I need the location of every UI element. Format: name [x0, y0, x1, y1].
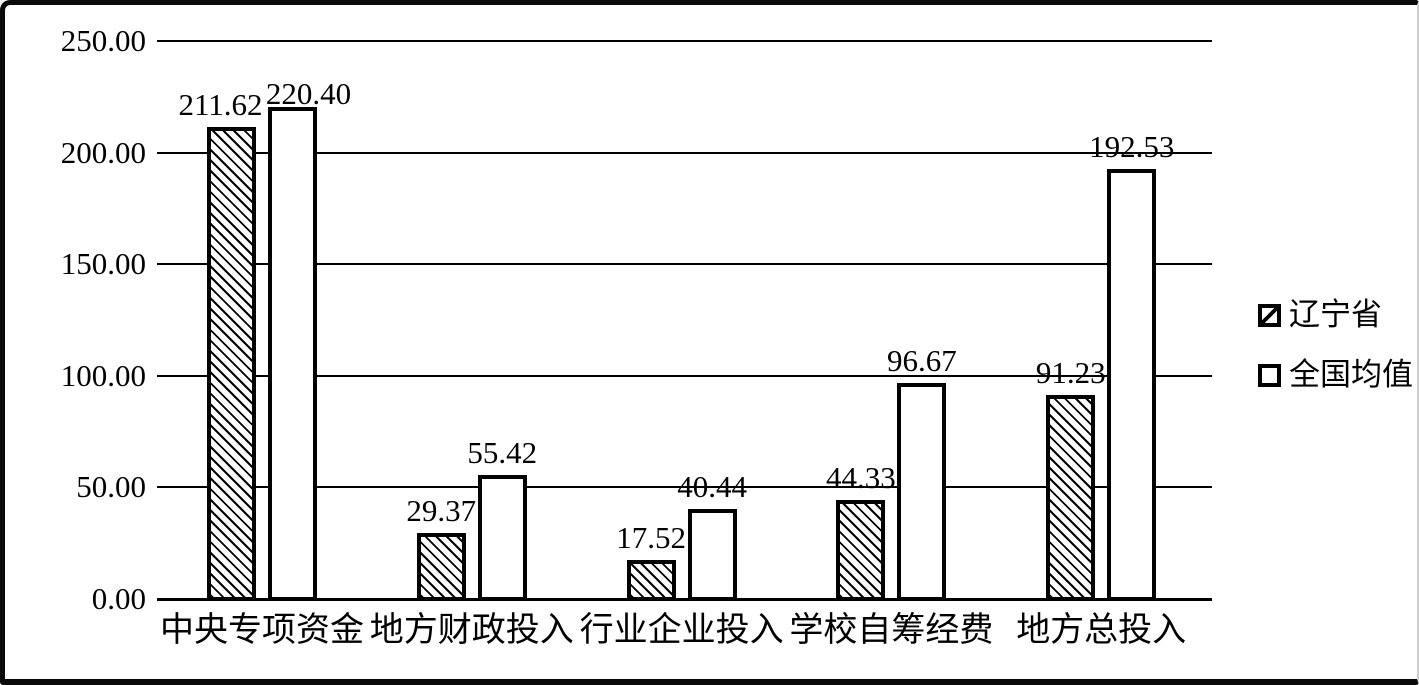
bar-value-label: 211.62 — [178, 86, 263, 122]
bar — [836, 500, 886, 601]
bar-value-label: 91.23 — [1035, 355, 1106, 391]
bar-value-label: 55.42 — [467, 435, 538, 471]
legend-item-liaoning: 辽宁省 — [1258, 297, 1413, 333]
bar — [416, 533, 466, 601]
bar-value-label: 96.67 — [887, 343, 957, 379]
gridline — [157, 374, 1212, 377]
x-axis-category-label: 中央专项资金 — [160, 612, 364, 649]
bar — [207, 126, 256, 601]
x-axis-category-label: 地方总投入 — [1016, 612, 1187, 649]
y-axis-tick-label: 0.00 — [91, 581, 146, 616]
legend-label: 辽宁省 — [1289, 297, 1382, 332]
bar — [477, 475, 527, 601]
y-axis-tick-label: 100.00 — [60, 357, 146, 393]
bar — [897, 383, 947, 601]
gridline — [157, 486, 1212, 489]
y-axis-tick-label: 250.00 — [60, 23, 146, 58]
plain-square-icon — [1258, 363, 1281, 387]
bar — [687, 508, 737, 601]
x-axis-category-label: 学校自筹经费 — [789, 612, 994, 649]
gridline — [157, 598, 1212, 601]
bar — [626, 559, 676, 601]
bar-value-label: 29.37 — [406, 493, 477, 529]
legend-item-national-average: 全国均值 — [1258, 357, 1413, 393]
hatched-square-icon — [1258, 303, 1281, 327]
gridline — [157, 151, 1212, 154]
bar — [1046, 395, 1096, 601]
gridline — [157, 40, 1212, 42]
plot-area: 250.00 200.00 150.00 100.00 50.00 0.00 211.62 2… — [5, 5, 1417, 679]
y-axis-tick-label: 150.00 — [60, 246, 146, 282]
bar-value-label: 40.44 — [677, 468, 747, 504]
bar-value-label: 220.40 — [265, 76, 352, 112]
y-axis-tick-label: 200.00 — [60, 134, 146, 170]
y-axis-tick-label: 50.00 — [76, 469, 146, 505]
x-axis-category-label: 行业企业投入 — [579, 612, 784, 649]
legend-label: 全国均值 — [1289, 357, 1413, 392]
bar-value-label: 17.52 — [616, 519, 686, 555]
bar-value-label: 192.53 — [1089, 129, 1175, 165]
bar-value-label: 44.33 — [826, 460, 896, 496]
legend: 辽宁省 全国均值 — [1258, 297, 1413, 417]
gridline — [157, 263, 1212, 266]
bar — [268, 107, 317, 601]
x-axis-category-label: 地方财政投入 — [369, 612, 574, 649]
bar — [1107, 169, 1157, 601]
